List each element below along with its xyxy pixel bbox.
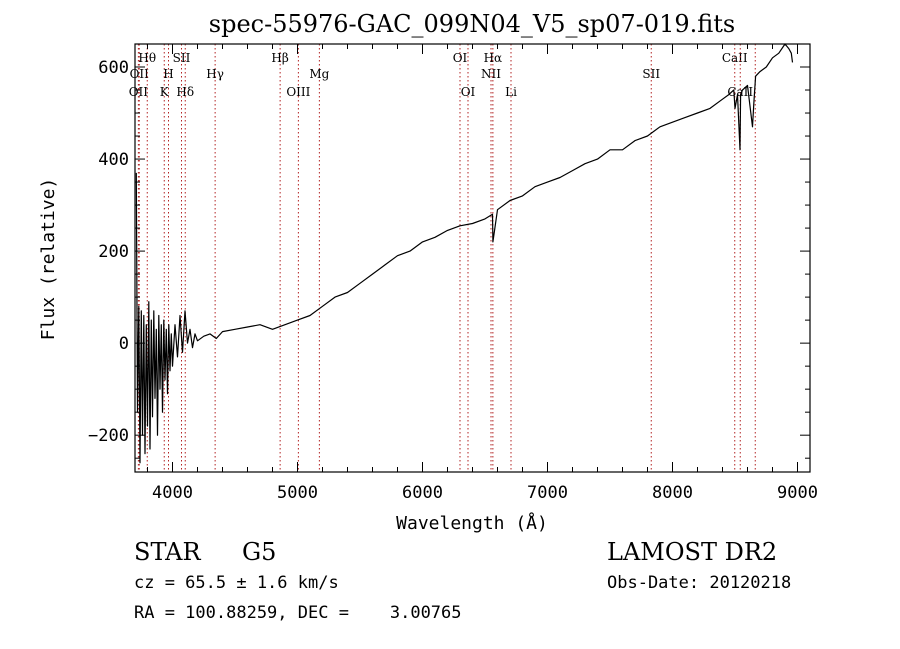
x-tick-label: 4000 [152, 483, 193, 503]
line-marker-label: Hδ [176, 85, 194, 99]
line-marker-label: SII [173, 51, 191, 65]
line-marker-label: Mg [309, 67, 329, 81]
chart-title: spec-55976-GAC_099N04_V5_sp07-019.fits [209, 10, 735, 38]
y-tick-label: −200 [88, 426, 129, 446]
line-marker-label: OIII [286, 85, 310, 99]
emission-line-markers: OIIOIIHθKHSIIHδHγHβOIIIMgOIOINIIHαLiSIIC… [129, 44, 756, 472]
axes: 4000 5000 6000 7000 8000 9000 −200 0 200 400 600 [88, 43, 818, 503]
line-marker-label: OI [453, 51, 468, 65]
y-tick-label: 400 [98, 150, 129, 170]
line-marker-label: SII [642, 67, 660, 81]
line-marker-label: OII [130, 67, 150, 81]
x-tick-label: 5000 [277, 483, 318, 503]
line-marker-label: CaII [722, 51, 748, 65]
plot-frame [134, 43, 811, 473]
redshift-text: cz = 65.5 ± 1.6 km/s [134, 573, 339, 593]
line-marker-label: Hα [484, 51, 503, 65]
line-marker-label: Li [505, 85, 517, 99]
y-tick-label: 0 [119, 334, 129, 354]
x-axis-label: Wavelength (Å) [396, 512, 548, 534]
y-axis-label: Flux (relative) [38, 178, 59, 341]
line-marker-label: Hθ [138, 51, 156, 65]
spectral-subclass: G5 [242, 538, 277, 566]
survey-name: LAMOST DR2 [607, 538, 778, 566]
line-marker-label: NII [481, 67, 501, 81]
line-marker-label: OII [129, 85, 149, 99]
line-marker-label: K [160, 85, 170, 99]
obs-date: Obs-Date: 20120218 [607, 573, 792, 593]
x-tick-label: 6000 [402, 483, 443, 503]
x-tick-label: 8000 [652, 483, 693, 503]
object-class: STAR [134, 538, 201, 566]
x-tick-label: 7000 [527, 483, 568, 503]
line-marker-label: Hβ [271, 51, 288, 65]
line-marker-label: Hγ [206, 67, 224, 81]
line-marker-label: H [163, 67, 173, 81]
line-marker-label: OI [461, 85, 476, 99]
coordinates: RA = 100.88259, DEC = 3.00765 [134, 603, 462, 623]
spectrum-line [135, 43, 794, 464]
x-tick-label: 9000 [777, 483, 818, 503]
y-tick-label: 600 [98, 58, 129, 78]
y-tick-label: 200 [98, 242, 129, 262]
